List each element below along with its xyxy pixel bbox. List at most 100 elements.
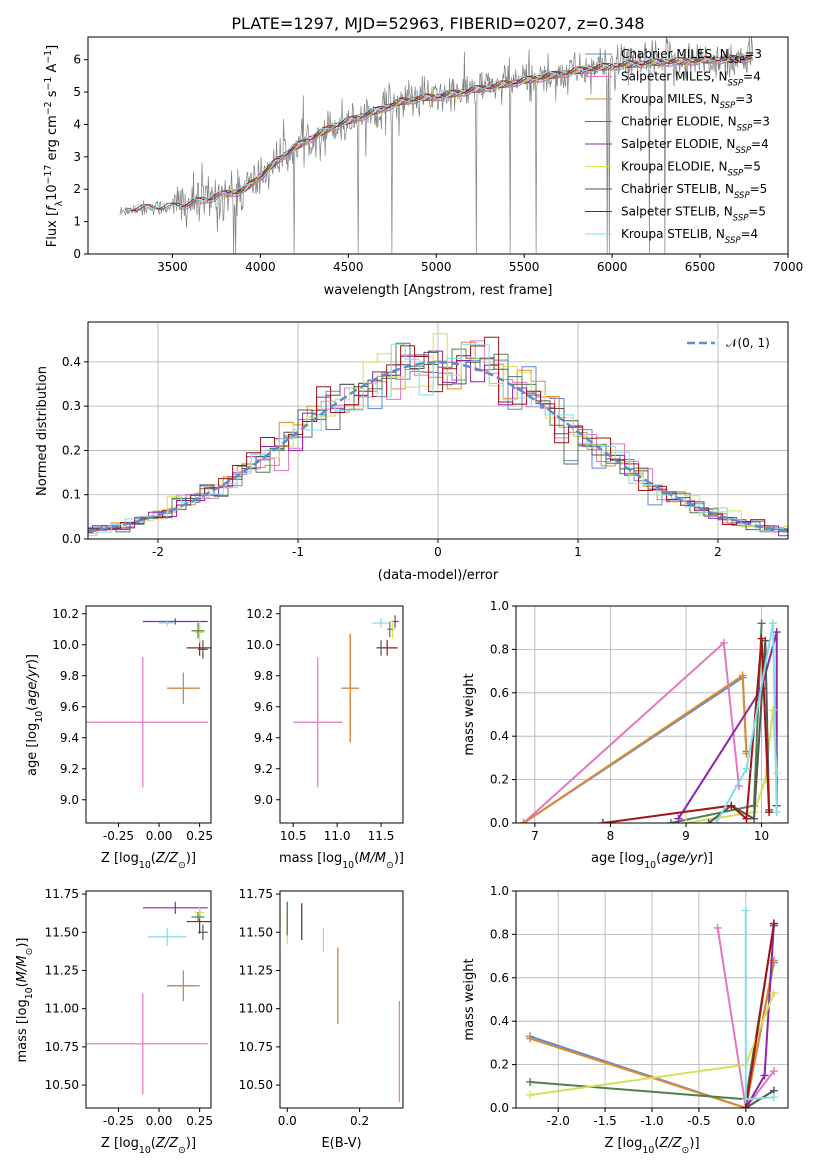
legend-entry: Salpeter ELODIE, NSSP=4 [621, 137, 769, 156]
x-tick-label: -1.5 [593, 1114, 616, 1128]
label-part: f [45, 204, 60, 211]
x-tick-label: 10 [754, 829, 769, 843]
weight-marker [769, 1093, 778, 1102]
legend-count: =4 [743, 70, 761, 84]
legend-name: Chabrier MILES, N [621, 47, 729, 61]
x-tick-label: 9 [682, 829, 690, 843]
label-part: ] [45, 45, 60, 50]
label-part: ( [354, 851, 359, 866]
label-part: mass [log [279, 851, 342, 866]
y-tick-label: 11.50 [45, 925, 79, 939]
legend-name: Salpeter ELODIE, N [621, 137, 735, 151]
legend-sub: SSP [733, 214, 749, 224]
data-point-kroupa-stelib [372, 618, 390, 628]
x-tick-label: 3500 [157, 260, 188, 274]
y-tick-label: 11.50 [239, 925, 273, 939]
legend-count: =5 [748, 205, 766, 219]
y-tick-label: 11.25 [45, 963, 79, 977]
model-spectrum-kroupa-stelib [124, 53, 753, 212]
weight-line-chabrier-stelib [745, 1089, 775, 1108]
y-tick-label: 1.0 [490, 884, 509, 898]
y-tick-label: 0.2 [62, 443, 81, 457]
y-tick-label: 10.2 [246, 607, 273, 621]
label-part: age [log [591, 851, 644, 866]
plot-area [86, 618, 211, 788]
x-tick-label: 0.0 [278, 1114, 297, 1128]
plot-area [88, 333, 788, 537]
histogram-salpeter-stelib [88, 336, 788, 532]
weight-marker [727, 801, 736, 810]
data-point-kroupa-miles [341, 633, 360, 743]
label-part: ( [151, 1136, 156, 1151]
label-part: 10 [644, 860, 656, 871]
x-tick-label: 5000 [421, 260, 452, 274]
label-part: 10 [24, 987, 35, 999]
axes-frame [87, 36, 789, 255]
x-tick-label: 0 [434, 545, 442, 559]
plot-area [519, 619, 781, 823]
y-tick-label: 9.4 [60, 731, 79, 745]
label-part: 10 [34, 711, 45, 723]
label-part: age/yr [661, 851, 704, 866]
y-tick-label: 10.0 [246, 638, 273, 652]
x-tick-label: 0.25 [186, 829, 213, 843]
y-tick-label: 1 [73, 215, 81, 229]
model-spectrum-salpeter-miles [179, 56, 753, 210]
x-tick-label: 11.0 [324, 829, 351, 843]
x-axis-label: Z [log10(Z/Z⊙)] [101, 851, 196, 871]
y-tick-label: 1.0 [490, 599, 509, 613]
legend-name: Chabrier ELODIE, N [621, 115, 737, 129]
weight-marker [704, 819, 713, 823]
label-part: 10 [139, 1145, 151, 1156]
x-tick-label: 5500 [509, 260, 540, 274]
y-tick-label: 9.0 [254, 793, 273, 807]
legend-name: Kroupa ELODIE, N [621, 160, 728, 174]
label-part: 10 [139, 860, 151, 871]
label-part: age/yr [25, 662, 40, 705]
weight-marker [772, 808, 781, 817]
label-part: )] [689, 1136, 699, 1151]
y-tick-label: 0.6 [490, 686, 509, 700]
x-tick-label: -2.0 [546, 1114, 569, 1128]
x-tick-label: 0.00 [146, 1114, 173, 1128]
y-tick-label: 10.2 [52, 607, 79, 621]
legend-entry: Salpeter MILES, NSSP=4 [621, 70, 761, 89]
label-part: Z/Z [155, 851, 179, 866]
label-part: A [45, 64, 60, 77]
label-part: −1 [43, 77, 54, 91]
axes-frame [85, 605, 212, 824]
y-tick-label: 11.75 [45, 887, 79, 901]
data-point-chabrier-elodie [387, 621, 393, 637]
weight-marker [738, 671, 747, 680]
x-tick-label: -1 [292, 545, 304, 559]
x-tick-label: -2 [152, 545, 164, 559]
weight-marker [742, 814, 751, 823]
spectrum-plot: 3500 4000 4500 5000 5500 6000 6500 7000 0 1 2 3 4 5 6 C… [43, 36, 803, 298]
y-tick-label: 0.8 [490, 927, 509, 941]
y-tick-label: 9.8 [254, 669, 273, 683]
x-tick-label: 11.5 [368, 829, 395, 843]
normal-curve [88, 361, 788, 533]
label-part: ⊙ [682, 1145, 690, 1156]
weight-marker [741, 1104, 750, 1108]
x-tick-label: 1 [574, 545, 582, 559]
y-tick-label: 11.00 [239, 1002, 273, 1016]
y-tick-label: 0.3 [62, 399, 81, 413]
y-tick-label: 2 [73, 182, 81, 196]
legend-name: Kroupa MILES, N [621, 92, 720, 106]
y-tick-label: 0.8 [490, 642, 509, 656]
label-part: s [45, 90, 60, 101]
histogram-kroupa-miles [88, 341, 788, 532]
spectrum-legend: Chabrier MILES, N SSP =3 Salpeter MILES, NS… [585, 47, 770, 246]
y-tick-label: 0.0 [490, 1101, 509, 1115]
label-part: age [log [25, 723, 40, 776]
y-axis-label: mass [log10(M/M⊙)] [15, 938, 35, 1063]
y-tick-label: 9.2 [254, 762, 273, 776]
x-tick-label: -0.25 [103, 829, 134, 843]
weight-marker [768, 619, 777, 628]
weight-marker [526, 1077, 535, 1086]
legend-count: =3 [752, 115, 770, 129]
data-point-kroupa-stelib [147, 927, 187, 947]
y-tick-label: 9.8 [60, 669, 79, 683]
label-part: ( [654, 1136, 659, 1151]
